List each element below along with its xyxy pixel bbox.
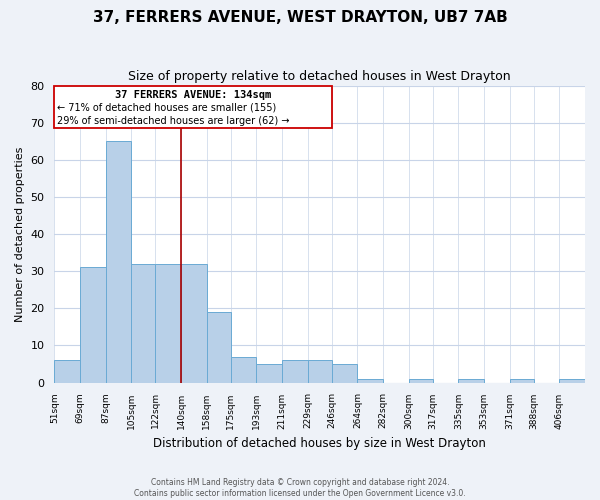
- Text: Contains HM Land Registry data © Crown copyright and database right 2024.
Contai: Contains HM Land Registry data © Crown c…: [134, 478, 466, 498]
- Bar: [131, 264, 155, 382]
- Bar: [559, 379, 585, 382]
- Bar: [256, 364, 282, 382]
- Bar: [55, 360, 80, 382]
- Bar: [358, 379, 383, 382]
- Bar: [509, 379, 534, 382]
- Bar: [231, 356, 256, 382]
- Bar: [181, 264, 206, 382]
- FancyBboxPatch shape: [55, 86, 332, 128]
- Y-axis label: Number of detached properties: Number of detached properties: [15, 146, 25, 322]
- Text: ← 71% of detached houses are smaller (155): ← 71% of detached houses are smaller (15…: [57, 103, 277, 113]
- Text: 37, FERRERS AVENUE, WEST DRAYTON, UB7 7AB: 37, FERRERS AVENUE, WEST DRAYTON, UB7 7A…: [92, 10, 508, 25]
- Bar: [106, 141, 131, 382]
- Bar: [206, 312, 231, 382]
- Bar: [308, 360, 332, 382]
- Bar: [80, 268, 106, 382]
- Bar: [282, 360, 308, 382]
- Text: 37 FERRERS AVENUE: 134sqm: 37 FERRERS AVENUE: 134sqm: [115, 90, 271, 100]
- Bar: [332, 364, 358, 382]
- Bar: [155, 264, 181, 382]
- Bar: [409, 379, 433, 382]
- Title: Size of property relative to detached houses in West Drayton: Size of property relative to detached ho…: [128, 70, 511, 83]
- X-axis label: Distribution of detached houses by size in West Drayton: Distribution of detached houses by size …: [153, 437, 486, 450]
- Bar: [458, 379, 484, 382]
- Text: 29% of semi-detached houses are larger (62) →: 29% of semi-detached houses are larger (…: [57, 116, 290, 126]
